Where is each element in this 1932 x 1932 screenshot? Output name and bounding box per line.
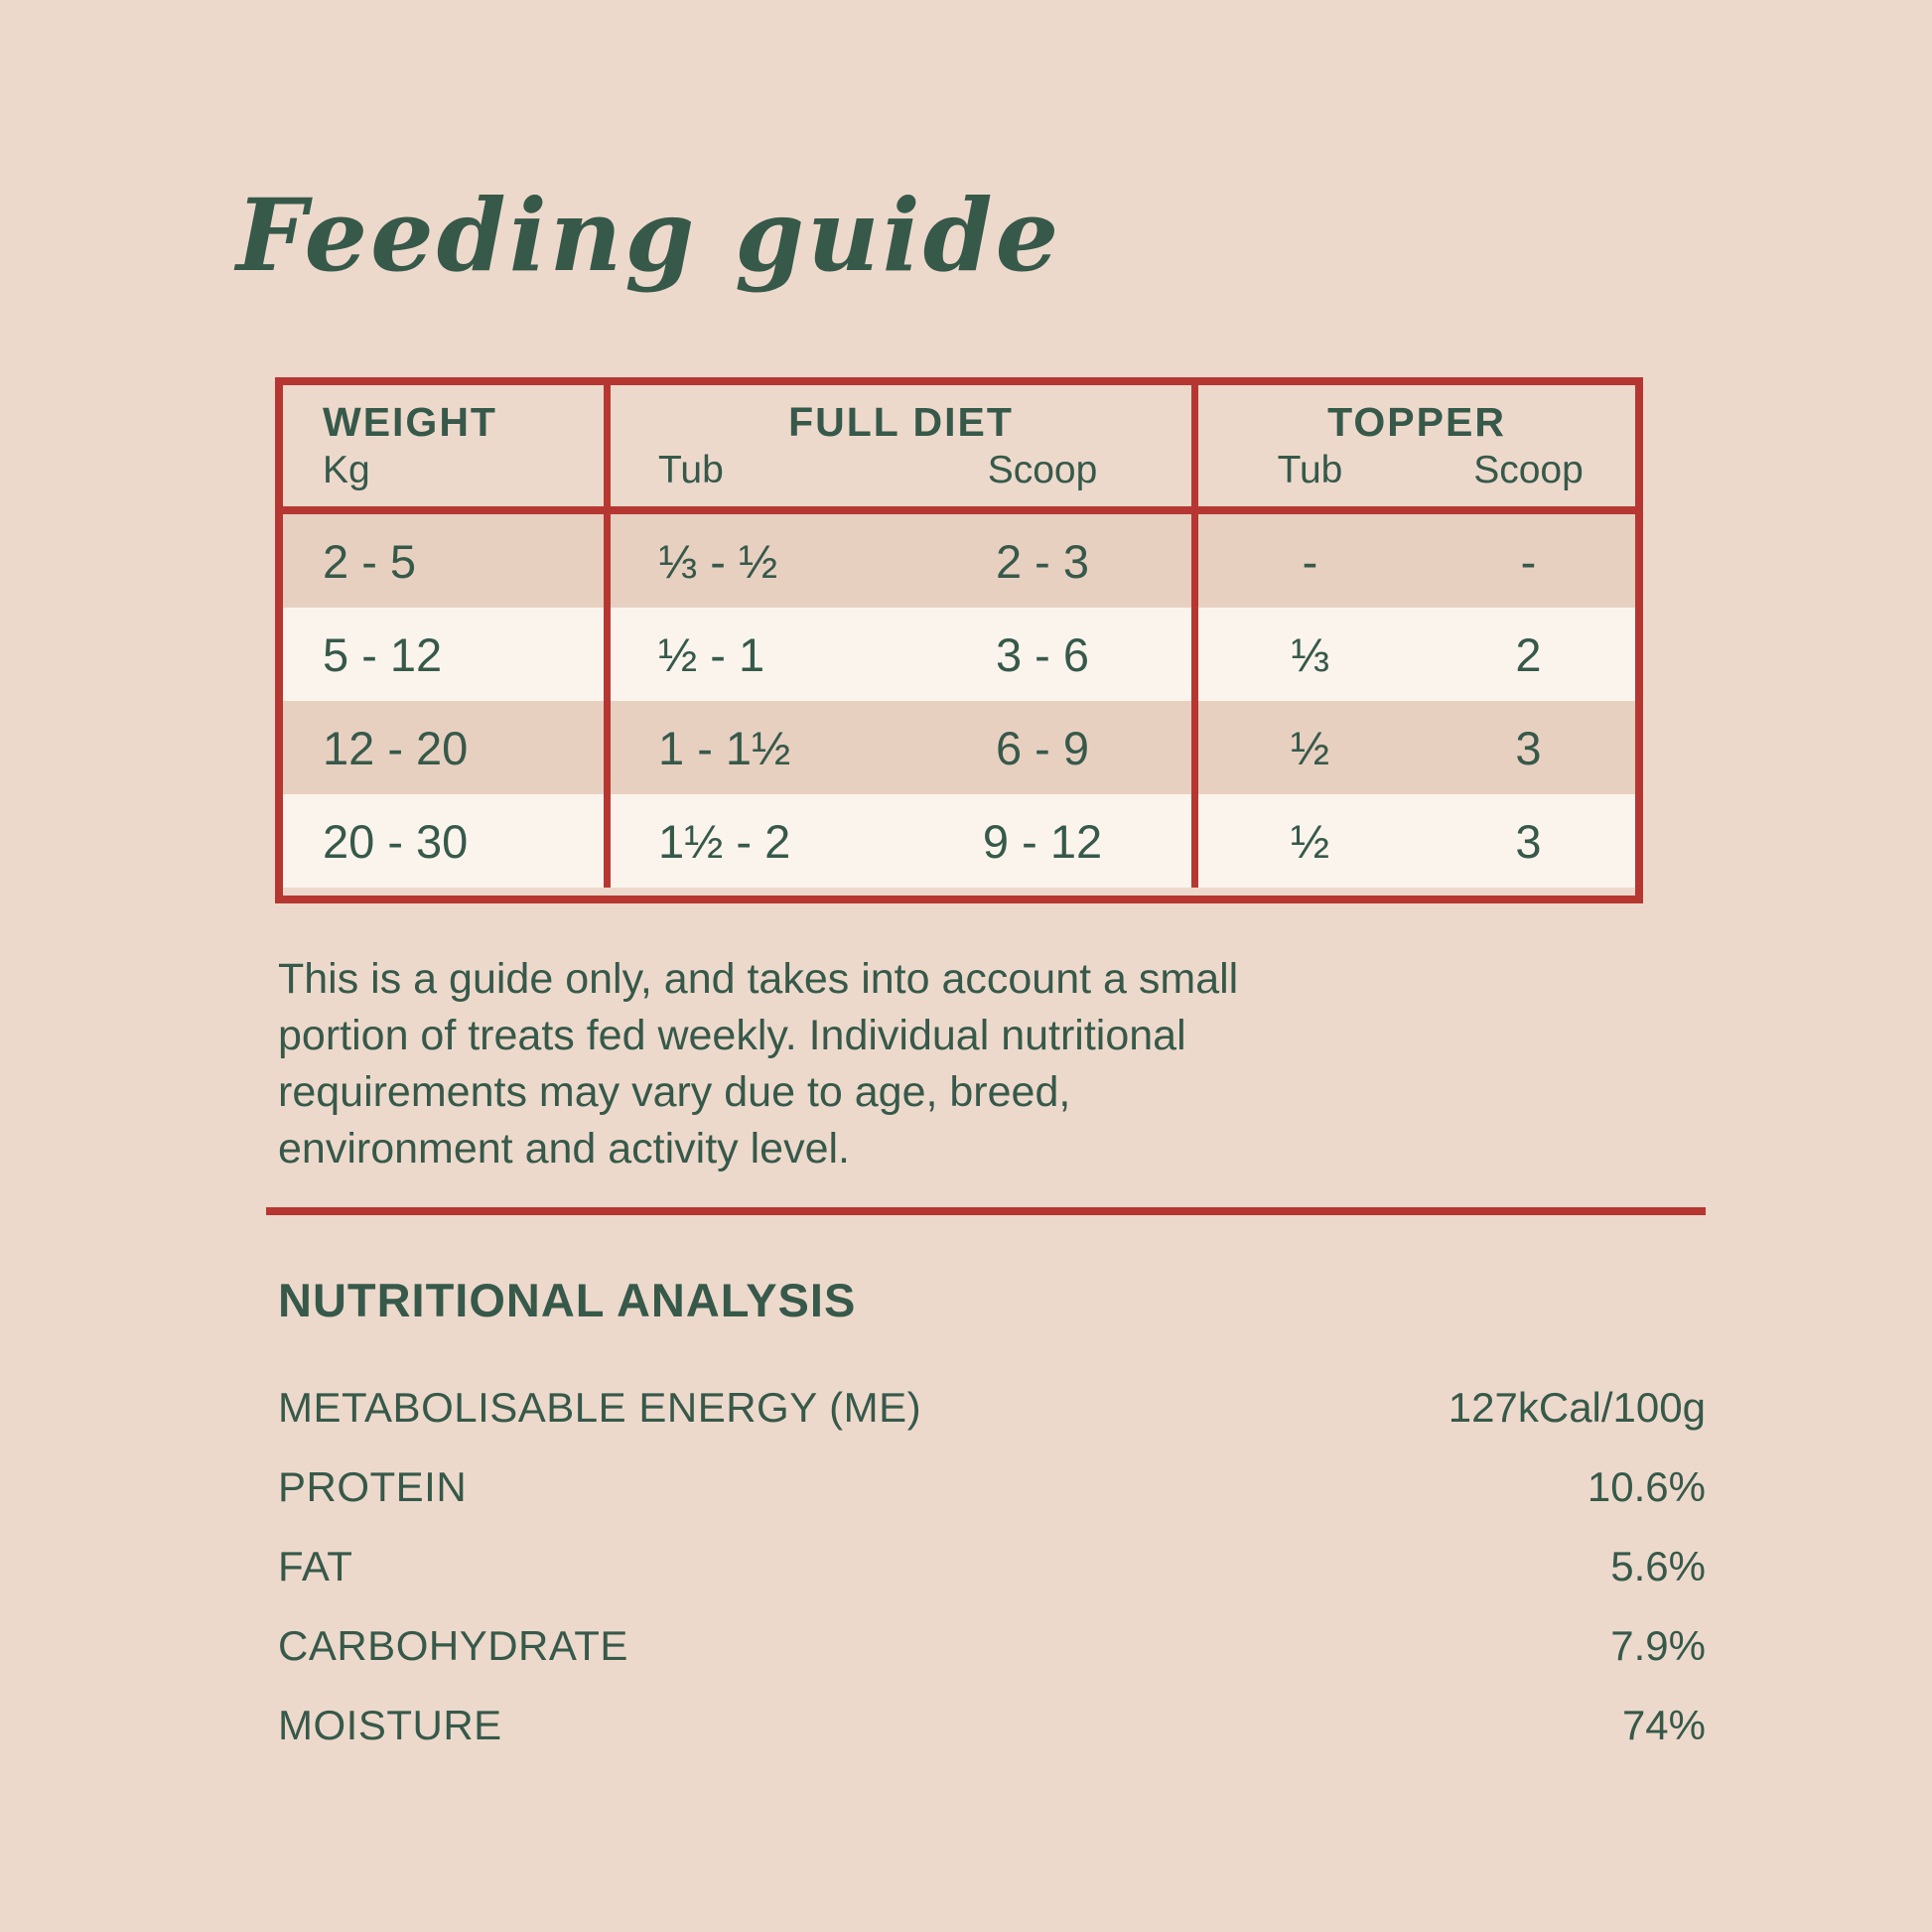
disclaimer-line: portion of treats fed weekly. Individual… (278, 1012, 1186, 1059)
cell-full-scoop: 2 - 3 (894, 514, 1198, 608)
disclaimer-line: requirements may vary due to age, breed, (278, 1068, 1071, 1116)
header-topper-title: TOPPER (1327, 399, 1506, 445)
nutritional-analysis-list: METABOLISABLE ENERGY (ME) 127kCal/100g P… (278, 1368, 1706, 1765)
cell-topper-tub: ½ (1290, 721, 1330, 774)
analysis-value: 74% (1621, 1702, 1706, 1748)
nutritional-analysis-title: NUTRITIONAL ANALYSIS (278, 1274, 857, 1326)
cell-topper-tub: ½ (1290, 814, 1330, 868)
cell-weight: 5 - 12 (283, 608, 611, 701)
header-topper-tub: Tub (1277, 449, 1343, 491)
analysis-row: PROTEIN 10.6% (278, 1448, 1706, 1527)
analysis-row: METABOLISABLE ENERGY (ME) 127kCal/100g (278, 1368, 1706, 1448)
analysis-label: METABOLISABLE ENERGY (ME) (278, 1384, 922, 1431)
analysis-value: 7.9% (1610, 1622, 1706, 1669)
disclaimer-line: This is a guide only, and takes into acc… (278, 955, 1239, 1003)
table-row: 20 - 30 1½ - 2 9 - 12 ½ 3 (283, 794, 1635, 888)
cell-topper-tub: - (1302, 534, 1318, 588)
analysis-value: 127kCal/100g (1448, 1384, 1706, 1431)
cell-full-tub: ½ - 1 (658, 627, 765, 681)
feeding-table: WEIGHT Kg FULL DIET Tub Scoop TOPPER Tub… (275, 377, 1643, 903)
analysis-value: 5.6% (1610, 1543, 1706, 1589)
table-row: 2 - 5 ⅓ - ½ 2 - 3 - - (283, 514, 1635, 608)
disclaimer-line: environment and activity level. (278, 1125, 851, 1173)
section-divider (266, 1207, 1706, 1215)
disclaimer-text: This is a guide only, and takes into acc… (278, 951, 1238, 1177)
analysis-label: FAT (278, 1543, 353, 1589)
cell-full-scoop: 3 - 6 (894, 608, 1198, 701)
header-full-diet-title: FULL DIET (788, 399, 1014, 445)
header-full-diet-tub: Tub (658, 449, 724, 491)
analysis-label: CARBOHYDRATE (278, 1622, 628, 1669)
cell-full-tub: 1½ - 2 (658, 814, 791, 868)
table-row: 12 - 20 1 - 1½ 6 - 9 ½ 3 (283, 701, 1635, 794)
header-topper: TOPPER Tub Scoop (1198, 385, 1635, 506)
cell-weight: 20 - 30 (283, 794, 611, 888)
header-full-diet-scoop: Scoop (987, 449, 1098, 491)
header-weight-unit: Kg (323, 449, 370, 491)
header-weight: WEIGHT Kg (283, 385, 611, 506)
analysis-row: MOISTURE 74% (278, 1686, 1706, 1765)
cell-weight: 2 - 5 (283, 514, 611, 608)
cell-full-scoop: 9 - 12 (894, 794, 1198, 888)
cell-topper-tub: ⅓ (1290, 627, 1330, 681)
header-full-diet: FULL DIET Tub Scoop (611, 385, 1198, 506)
feeding-table-header: WEIGHT Kg FULL DIET Tub Scoop TOPPER Tub… (283, 385, 1635, 514)
header-topper-scoop: Scoop (1473, 449, 1584, 491)
analysis-value: 10.6% (1587, 1463, 1706, 1510)
cell-full-tub: ⅓ - ½ (658, 534, 778, 588)
cell-full-scoop: 6 - 9 (894, 701, 1198, 794)
cell-full-tub: 1 - 1½ (658, 721, 791, 774)
cell-topper-scoop: 3 (1515, 721, 1542, 774)
cell-topper-scoop: - (1520, 534, 1537, 588)
analysis-row: FAT 5.6% (278, 1527, 1706, 1606)
analysis-label: MOISTURE (278, 1702, 502, 1748)
table-row: 5 - 12 ½ - 1 3 - 6 ⅓ 2 (283, 608, 1635, 701)
analysis-label: PROTEIN (278, 1463, 468, 1510)
header-full-diet-subrow: Tub Scoop (611, 447, 1191, 494)
page-title: Feeding guide (236, 177, 1062, 294)
header-weight-title: WEIGHT (323, 399, 497, 445)
header-topper-subrow: Tub Scoop (1198, 447, 1635, 494)
cell-topper-scoop: 3 (1515, 814, 1542, 868)
cell-weight: 12 - 20 (283, 701, 611, 794)
analysis-row: CARBOHYDRATE 7.9% (278, 1606, 1706, 1686)
cell-topper-scoop: 2 (1515, 627, 1542, 681)
